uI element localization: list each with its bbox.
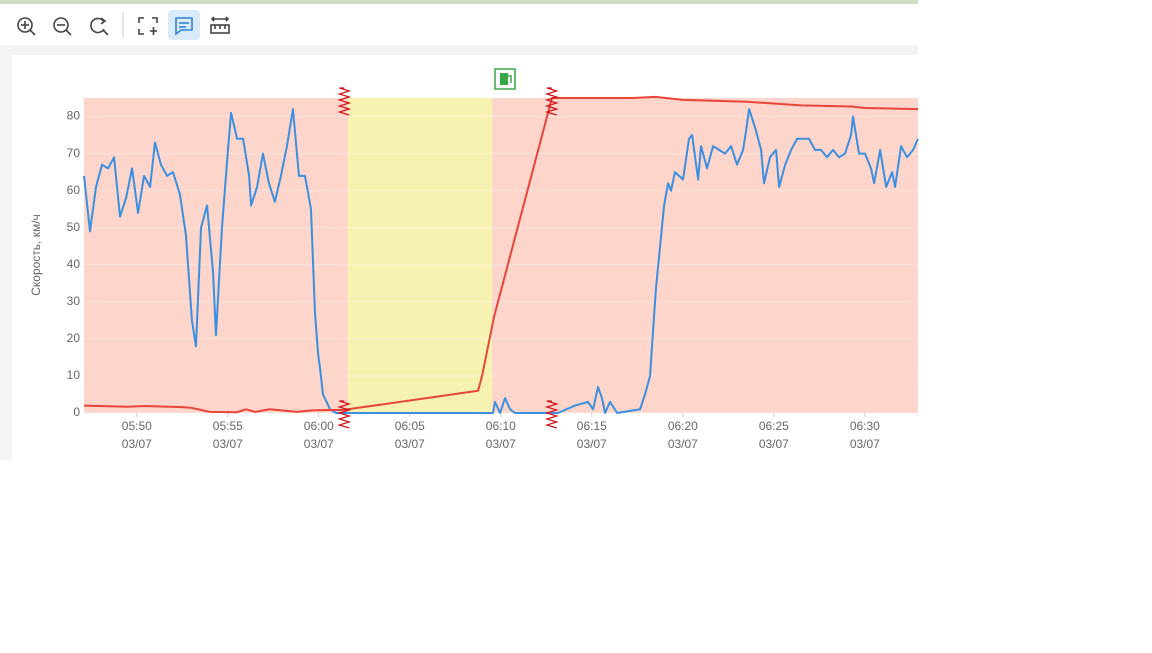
comments-button-active[interactable] [168,10,200,40]
event-marker-bottom [337,400,352,429]
y-tick-label: 20 [67,331,81,345]
x-tick-label: 06:15 [577,419,607,433]
series-line [83,108,919,414]
x-tick-label: 06:20 [668,419,698,433]
y-tick-label: 80 [67,109,81,123]
event-marker-bottom [544,400,559,429]
fuel-icon-hose [508,75,512,83]
y-tick-label: 60 [67,183,81,197]
y-tick-label: 40 [67,257,81,271]
x-tick-label: 06:30 [850,419,880,433]
map-strip [0,0,918,4]
x-tick-label: 06:25 [759,419,789,433]
fuel-icon [494,68,516,90]
y-tick-label: 30 [67,294,81,308]
y-tick-label: 50 [67,220,81,234]
event-marker-top [337,87,352,116]
comments-icon [175,17,193,36]
x-tick-date: 03/07 [395,437,425,451]
x-tick-date: 03/07 [577,437,607,451]
measure-button[interactable] [210,16,230,34]
y-axis-label: Скорость, км/ч [29,214,43,296]
event-marker-top [544,87,559,116]
chart: 0 10 20 30 40 50 60 70 80 05:50 03/07 05:55 03/07 06:… [67,68,919,451]
series-line [83,95,919,414]
fuel-icon-pump [500,73,509,85]
interval-band [84,98,348,413]
zoom-out-button[interactable] [53,17,72,36]
x-tick-date: 03/07 [759,437,789,451]
toolbar-icons [17,10,230,40]
y-tick-label: 70 [67,146,81,160]
x-tick-date: 03/07 [668,437,698,451]
interval-band [347,98,493,413]
y-tick-label: 0 [73,405,80,419]
zoom-in-button[interactable] [17,17,36,36]
x-tick-label: 06:00 [304,419,334,433]
y-tick-label: 10 [67,368,81,382]
toolbar [0,4,918,45]
x-tick-date: 03/07 [486,437,516,451]
x-tick-date: 03/07 [122,437,152,451]
x-tick-label: 06:05 [395,419,425,433]
x-tick-label: 05:50 [122,419,152,433]
x-tick-date: 03/07 [304,437,334,451]
x-tick-date: 03/07 [213,437,243,451]
x-tick-date: 03/07 [850,437,880,451]
fit-button[interactable] [138,17,158,35]
x-tick-label: 05:55 [213,419,243,433]
interval-band [492,98,918,413]
x-tick-label: 06:10 [486,419,516,433]
reset-button[interactable] [90,17,109,36]
